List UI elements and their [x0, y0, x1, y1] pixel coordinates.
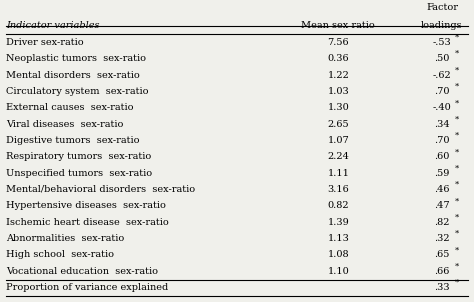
Text: loadings: loadings — [421, 21, 463, 31]
Text: 2.24: 2.24 — [328, 152, 349, 161]
Text: *: * — [455, 279, 459, 287]
Text: *: * — [455, 230, 459, 238]
Text: Respiratory tumors  sex-ratio: Respiratory tumors sex-ratio — [6, 152, 151, 161]
Text: -.53: -.53 — [433, 38, 451, 47]
Text: Mean sex ratio: Mean sex ratio — [301, 21, 375, 31]
Text: 7.56: 7.56 — [328, 38, 349, 47]
Text: *: * — [455, 246, 459, 254]
Text: .65: .65 — [434, 250, 450, 259]
Text: Mental disorders  sex-ratio: Mental disorders sex-ratio — [6, 70, 140, 79]
Text: Indicator variables: Indicator variables — [6, 21, 100, 31]
Text: External causes  sex-ratio: External causes sex-ratio — [6, 103, 134, 112]
Text: 1.07: 1.07 — [328, 136, 349, 145]
Text: *: * — [455, 83, 459, 91]
Text: 1.39: 1.39 — [328, 218, 349, 226]
Text: .32: .32 — [434, 234, 450, 243]
Text: Viral diseases  sex-ratio: Viral diseases sex-ratio — [6, 120, 123, 129]
Text: 1.22: 1.22 — [328, 70, 349, 79]
Text: Neoplastic tumors  sex-ratio: Neoplastic tumors sex-ratio — [6, 54, 146, 63]
Text: *: * — [455, 115, 459, 124]
Text: *: * — [455, 50, 459, 58]
Text: *: * — [455, 165, 459, 172]
Text: 0.36: 0.36 — [328, 54, 349, 63]
Text: -.40: -.40 — [433, 103, 451, 112]
Text: Abnormalities  sex-ratio: Abnormalities sex-ratio — [6, 234, 124, 243]
Text: *: * — [455, 99, 459, 107]
Text: 1.13: 1.13 — [328, 234, 349, 243]
Text: *: * — [455, 66, 459, 74]
Text: 1.30: 1.30 — [328, 103, 349, 112]
Text: 2.65: 2.65 — [328, 120, 349, 129]
Text: .34: .34 — [434, 120, 450, 129]
Text: Ischemic heart disease  sex-ratio: Ischemic heart disease sex-ratio — [6, 218, 169, 226]
Text: 0.82: 0.82 — [328, 201, 349, 210]
Text: 3.16: 3.16 — [328, 185, 349, 194]
Text: 1.10: 1.10 — [328, 267, 349, 276]
Text: *: * — [455, 181, 459, 189]
Text: Circulatory system  sex-ratio: Circulatory system sex-ratio — [6, 87, 149, 96]
Text: .70: .70 — [434, 136, 450, 145]
Text: Mental/behavioral disorders  sex-ratio: Mental/behavioral disorders sex-ratio — [6, 185, 195, 194]
Text: High school  sex-ratio: High school sex-ratio — [6, 250, 114, 259]
Text: -.62: -.62 — [433, 70, 451, 79]
Text: .66: .66 — [434, 267, 450, 276]
Text: .50: .50 — [434, 54, 450, 63]
Text: *: * — [455, 148, 459, 156]
Text: .33: .33 — [434, 283, 450, 292]
Text: 1.08: 1.08 — [328, 250, 349, 259]
Text: .82: .82 — [434, 218, 450, 226]
Text: Vocational education  sex-ratio: Vocational education sex-ratio — [6, 267, 158, 276]
Text: .47: .47 — [434, 201, 450, 210]
Text: 1.11: 1.11 — [328, 169, 349, 178]
Text: .59: .59 — [434, 169, 450, 178]
Text: .46: .46 — [434, 185, 450, 194]
Text: Digestive tumors  sex-ratio: Digestive tumors sex-ratio — [6, 136, 140, 145]
Text: Driver sex-ratio: Driver sex-ratio — [6, 38, 84, 47]
Text: *: * — [455, 197, 459, 205]
Text: *: * — [455, 214, 459, 222]
Text: *: * — [455, 132, 459, 140]
Text: Hypertensive diseases  sex-ratio: Hypertensive diseases sex-ratio — [6, 201, 166, 210]
Text: 1.03: 1.03 — [328, 87, 349, 96]
Text: Proportion of variance explained: Proportion of variance explained — [6, 283, 168, 292]
Text: *: * — [455, 34, 459, 42]
Text: Unspecified tumors  sex-ratio: Unspecified tumors sex-ratio — [6, 169, 152, 178]
Text: .70: .70 — [434, 87, 450, 96]
Text: .60: .60 — [434, 152, 450, 161]
Text: Factor: Factor — [426, 3, 458, 12]
Text: *: * — [455, 263, 459, 271]
